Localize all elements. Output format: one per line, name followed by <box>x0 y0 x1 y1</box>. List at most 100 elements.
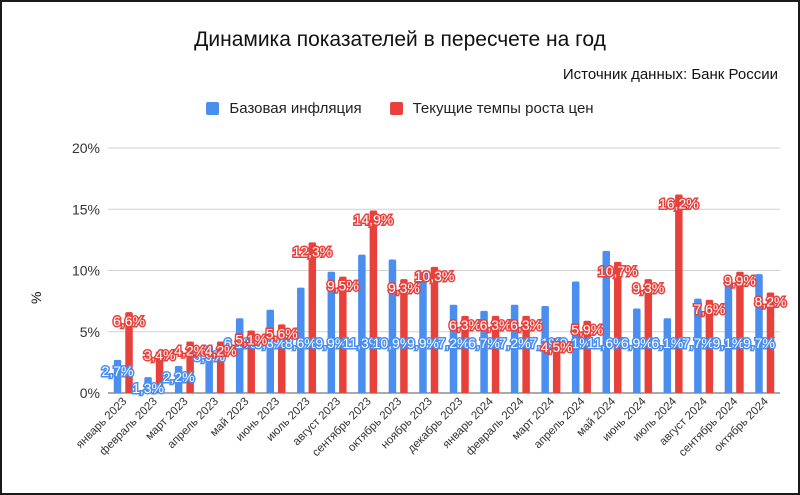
bar <box>247 330 255 393</box>
data-label: 6,1% <box>224 335 256 351</box>
bar <box>449 304 458 393</box>
legend-swatch-base <box>206 102 220 115</box>
bar <box>736 271 744 393</box>
data-label: 1,3% <box>132 380 164 396</box>
bar <box>297 287 305 393</box>
y-tick-label: 5% <box>80 324 100 340</box>
legend-label-base: Базовая инфляция <box>229 100 362 117</box>
bar <box>766 292 775 393</box>
data-label: 6,3% <box>510 317 542 333</box>
data-label: 6,8% <box>254 335 286 351</box>
data-label: 12,3% <box>292 243 332 259</box>
bar <box>144 377 152 393</box>
bar <box>541 306 549 393</box>
legend-label-current: Текущие темпы роста цен <box>412 100 594 117</box>
bar <box>327 271 336 393</box>
data-label: 5,6% <box>266 325 298 341</box>
bar <box>522 315 530 393</box>
data-label: 10,9% <box>373 335 413 351</box>
data-label: 6,1% <box>651 335 683 351</box>
bar <box>724 281 733 393</box>
data-label: 7,7% <box>682 335 714 351</box>
y-tick-label: 20% <box>72 140 100 156</box>
data-label: 9,3% <box>388 280 420 296</box>
bar <box>755 274 763 393</box>
bar <box>174 366 183 393</box>
data-label: 9,1% <box>712 335 744 351</box>
bar <box>125 312 133 393</box>
data-label: 6,6% <box>113 313 145 329</box>
data-label: 9,9% <box>724 273 756 289</box>
bar <box>480 310 488 393</box>
bar <box>339 276 347 393</box>
data-label: 4,2% <box>174 343 206 359</box>
data-label: 6,3% <box>449 317 481 333</box>
bar <box>419 271 427 393</box>
data-label: 6,9% <box>621 335 653 351</box>
bar <box>694 298 702 393</box>
data-label: 9,9% <box>315 335 347 351</box>
data-label: 11,6% <box>587 335 626 351</box>
bar <box>430 266 439 393</box>
bar <box>633 308 641 393</box>
bar <box>186 341 194 393</box>
bar <box>278 324 286 393</box>
bar <box>675 194 683 393</box>
bar <box>216 341 225 393</box>
data-label: 14,9% <box>354 211 394 227</box>
bar <box>510 304 519 393</box>
bar <box>388 259 397 393</box>
data-label: 5,1% <box>235 332 267 348</box>
data-label: 6,3% <box>480 317 512 333</box>
y-tick-label: 0% <box>80 385 100 401</box>
data-label: 2,7% <box>102 363 134 379</box>
x-tick-label: октябрь 2024 <box>712 395 771 454</box>
data-label: 9,3% <box>632 280 664 296</box>
data-label: 6,7% <box>468 335 500 351</box>
bar <box>614 261 622 393</box>
chart-subtitle: Источник данных: Банк России <box>562 66 778 83</box>
legend-swatch-current <box>389 102 403 115</box>
data-label: 2,2% <box>163 369 195 385</box>
bar <box>491 315 500 393</box>
bar <box>266 309 274 393</box>
chart-legend: Базовая инфляция Текущие темпы роста цен <box>2 100 798 117</box>
y-tick-label: 15% <box>72 201 100 217</box>
bar <box>571 281 580 393</box>
x-tick-label: октябрь 2023 <box>346 396 405 455</box>
bar <box>235 318 244 393</box>
bar <box>583 320 591 393</box>
data-label: 7,2% <box>438 335 470 351</box>
bar <box>400 279 408 393</box>
y-tick-label: 10% <box>72 263 100 279</box>
data-label: 9,9% <box>407 335 439 351</box>
data-label: 8,6% <box>285 335 317 351</box>
bar <box>113 359 122 393</box>
bar <box>602 250 610 393</box>
bar <box>369 210 378 393</box>
data-label: 9,1% <box>560 335 592 351</box>
legend-item-base: Базовая инфляция <box>206 100 362 117</box>
data-label: 4,5% <box>541 339 573 355</box>
bar <box>705 299 714 393</box>
data-label: 4,2% <box>205 343 237 359</box>
data-label: 11,3% <box>343 335 382 351</box>
bar <box>663 318 672 393</box>
data-label: 3,4% <box>144 347 176 363</box>
data-label: 7,6% <box>693 301 725 317</box>
data-label: 16,2% <box>659 196 699 212</box>
data-label: 7,2% <box>499 335 531 351</box>
bar <box>461 315 469 393</box>
bar <box>155 351 164 393</box>
data-label: 9,5% <box>327 278 359 294</box>
data-label: 5,9% <box>571 322 603 338</box>
data-label: 7,1% <box>529 335 561 351</box>
bar <box>308 242 317 393</box>
data-label: 3,9% <box>193 348 225 364</box>
legend-item-current: Текущие темпы роста цен <box>389 100 594 117</box>
chart-title: Динамика показателей в пересчете на год <box>194 28 606 51</box>
bar <box>358 254 366 393</box>
bar <box>552 337 561 393</box>
